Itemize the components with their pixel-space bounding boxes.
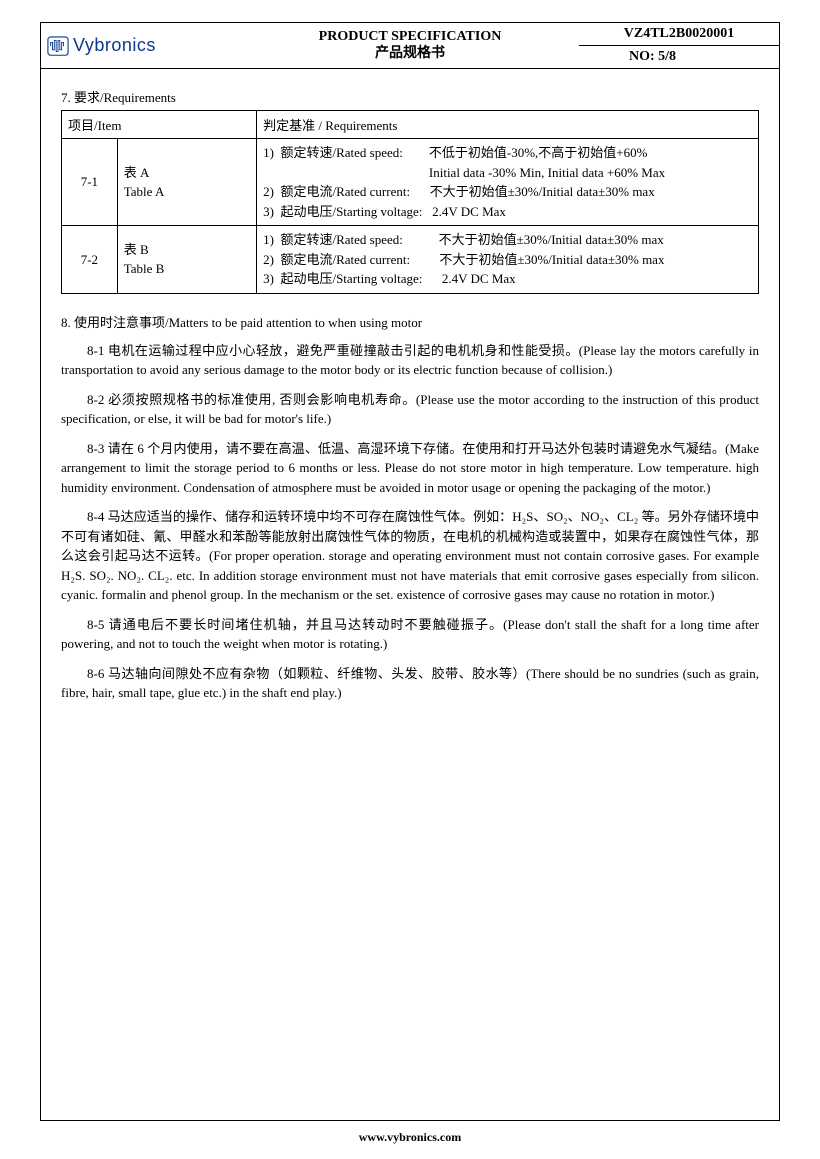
footer-url: www.vybronics.com: [0, 1130, 820, 1145]
row-no: 7-2: [62, 226, 118, 294]
col-req: 判定基准 / Requirements: [257, 111, 759, 139]
header: Vybronics PRODUCT SPECIFICATION 产品规格书 VZ…: [41, 23, 779, 69]
para-8-4: 8-4 马达应适当的操作、储存和运转环境中均不可存在腐蚀性气体。例如：H₂S、S…: [61, 507, 759, 605]
table-row: 7-1 表 A Table A 1) 额定转速/Rated speed: 不低于…: [62, 139, 759, 226]
para-8-2: 8-2 必须按照规格书的标准使用, 否则会影响电机寿命。(Please use …: [61, 390, 759, 429]
header-right: VZ4TL2B0020001 NO: 5/8: [579, 23, 779, 68]
row-req: 1) 额定转速/Rated speed: 不低于初始值-30%,不高于初始值+6…: [257, 139, 759, 226]
logo-icon: [47, 36, 69, 56]
requirements-table: 项目/Item 判定基准 / Requirements 7-1 表 A Tabl…: [61, 110, 759, 294]
section7-title: 7. 要求/Requirements: [61, 87, 759, 106]
header-center: PRODUCT SPECIFICATION 产品规格书: [241, 23, 579, 68]
row-name: 表 B Table B: [117, 226, 256, 294]
logo-brand-text: Vybronics: [73, 35, 156, 56]
page-frame: Vybronics PRODUCT SPECIFICATION 产品规格书 VZ…: [40, 22, 780, 1121]
row-name: 表 A Table A: [117, 139, 256, 226]
para-8-1: 8-1 电机在运输过程中应小心轻放，避免严重碰撞敲击引起的电机机身和性能受损。(…: [61, 341, 759, 380]
header-title-cn: 产品规格书: [241, 46, 579, 63]
row-req: 1) 额定转速/Rated speed: 不大于初始值±30%/Initial …: [257, 226, 759, 294]
header-title-en: PRODUCT SPECIFICATION: [241, 29, 579, 46]
para-8-3: 8-3 请在 6 个月内使用，请不要在高温、低温、高湿环境下存储。在使用和打开马…: [61, 439, 759, 498]
para-8-6: 8-6 马达轴向间隙处不应有杂物（如颗粒、纤维物、头发、胶带、胶水等）(Ther…: [61, 664, 759, 703]
part-number: VZ4TL2B0020001: [579, 23, 779, 46]
col-item: 项目/Item: [62, 111, 257, 139]
content: 7. 要求/Requirements 项目/Item 判定基准 / Requir…: [41, 69, 779, 733]
page-number: NO: 5/8: [579, 46, 779, 68]
section8-title: 8. 使用时注意事项/Matters to be paid attention …: [61, 312, 759, 331]
header-logo: Vybronics: [41, 23, 241, 68]
para-8-5: 8-5 请通电后不要长时间堵住机轴，并且马达转动时不要触碰振子。(Please …: [61, 615, 759, 654]
row-name-en: Table A: [124, 182, 250, 202]
row-name-cn: 表 A: [124, 163, 250, 183]
row-no: 7-1: [62, 139, 118, 226]
row-name-en: Table B: [124, 259, 250, 279]
table-header-row: 项目/Item 判定基准 / Requirements: [62, 111, 759, 139]
row-name-cn: 表 B: [124, 240, 250, 260]
table-row: 7-2 表 B Table B 1) 额定转速/Rated speed: 不大于…: [62, 226, 759, 294]
